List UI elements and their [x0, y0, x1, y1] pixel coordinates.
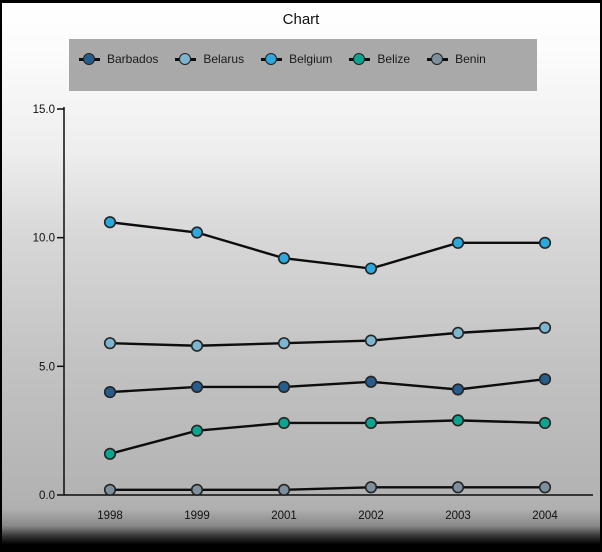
x-tick-label: 1999: [184, 510, 210, 522]
data-point-belgium-1999: [190, 226, 204, 239]
data-point-belize-2004: [538, 416, 552, 430]
x-tick-label: 2001: [271, 510, 297, 522]
y-tick-label: 5.0: [39, 361, 55, 373]
data-point-barbados-2001: [277, 380, 291, 394]
legend-label: Belize: [377, 52, 411, 66]
data-point-belgium-2004: [538, 236, 552, 249]
legend: Barbados Belarus Belgium Belize Benin: [69, 39, 537, 91]
data-point-belgium-2001: [277, 252, 291, 265]
data-point-benin-2004: [538, 481, 552, 494]
data-point-belarus-2004: [538, 321, 552, 334]
legend-label: Belgium: [289, 52, 333, 66]
y-tick-label: 15.0: [33, 104, 55, 116]
data-point-belarus-1998: [103, 337, 117, 350]
series-line-belgium: [109, 221, 545, 270]
legend-series-marker-icon: [79, 52, 100, 66]
data-point-belize-1999: [190, 424, 204, 437]
data-point-benin-2002: [364, 481, 378, 494]
legend-series-marker-icon: [175, 52, 197, 66]
legend-item-belize: Belize: [349, 52, 410, 66]
data-point-belarus-2003: [451, 326, 465, 339]
x-tick-label: 2002: [358, 510, 384, 522]
data-point-belgium-2003: [451, 236, 465, 249]
series-line-belize: [109, 419, 546, 455]
data-point-belarus-2002: [364, 334, 378, 347]
data-point-barbados-1998: [103, 385, 117, 399]
series-line-benin: [110, 486, 545, 492]
data-point-belize-2003: [451, 414, 465, 427]
data-point-barbados-2004: [538, 373, 552, 386]
data-point-benin-2001: [277, 483, 291, 496]
data-point-belarus-1999: [190, 339, 204, 352]
x-tick-label: 2004: [532, 510, 558, 522]
legend-series-marker-icon: [427, 52, 449, 66]
chart-plot: 0.0 5.0 10.0 15.0 1998 1999 2001 2002 2003 2004: [33, 104, 593, 522]
legend-series-marker-icon: [261, 52, 283, 66]
data-point-barbados-2003: [451, 383, 465, 396]
data-point-barbados-1999: [190, 380, 204, 394]
data-point-belize-1998: [103, 447, 117, 460]
y-tick-label: 10.0: [33, 233, 55, 245]
y-tick-label: 0.0: [39, 490, 55, 502]
data-point-belize-2001: [277, 416, 291, 430]
legend-item-benin: Benin: [427, 52, 486, 66]
data-point-benin-2003: [451, 481, 465, 494]
legend-label: Belarus: [203, 52, 245, 66]
series-line-belarus: [109, 326, 546, 347]
series-line-barbados: [109, 378, 546, 394]
data-point-belize-2002: [364, 416, 378, 430]
x-tick-label: 2003: [445, 510, 471, 522]
legend-item-barbados: Barbados: [79, 52, 158, 66]
data-point-belgium-1998: [103, 216, 117, 229]
data-point-benin-1999: [190, 483, 204, 496]
legend-label: Benin: [455, 52, 486, 66]
legend-label: Barbados: [107, 52, 159, 66]
legend-item-belgium: Belgium: [261, 52, 332, 66]
legend-item-belarus: Belarus: [175, 52, 244, 66]
data-point-benin-1998: [103, 483, 117, 496]
x-tick-label: 1998: [97, 510, 123, 522]
chart-title: Chart: [282, 11, 320, 28]
data-point-belarus-2001: [277, 337, 291, 350]
legend-series-marker-icon: [349, 52, 371, 66]
data-point-belgium-2002: [364, 262, 378, 275]
data-point-barbados-2002: [364, 375, 378, 388]
